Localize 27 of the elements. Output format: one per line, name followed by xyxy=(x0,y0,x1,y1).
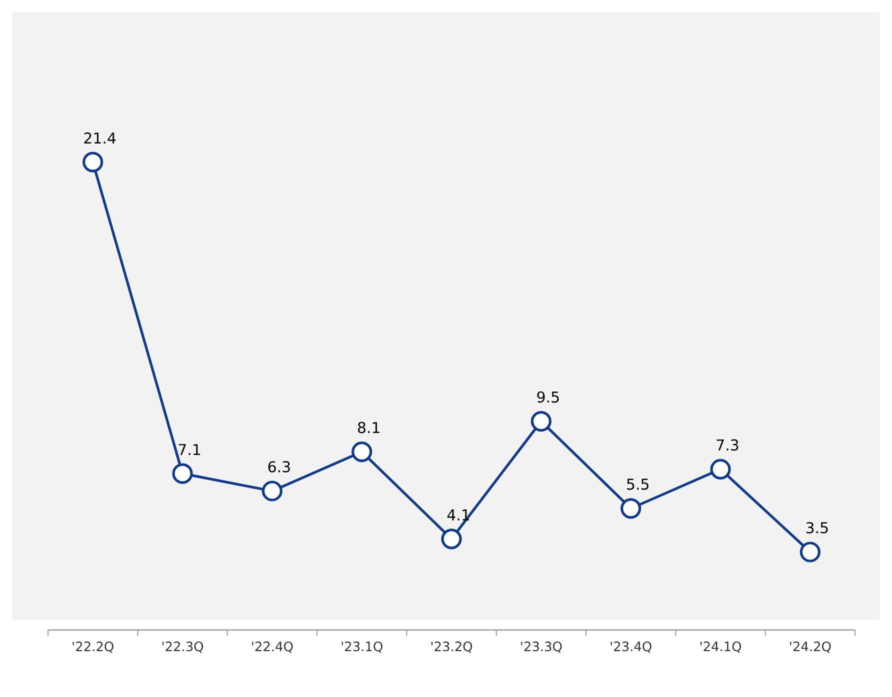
x-tick-label: '22.3Q xyxy=(162,642,204,653)
x-tick-label: '24.1Q xyxy=(700,642,742,653)
point xyxy=(262,480,282,502)
data-label: 7.1 xyxy=(178,444,200,455)
data-label: 9.5 xyxy=(537,391,559,403)
point xyxy=(530,411,552,432)
point xyxy=(441,528,462,550)
point xyxy=(800,542,820,562)
x-tick-label: '22.4Q xyxy=(252,642,293,653)
x-tick-label: '23.4Q xyxy=(610,642,652,653)
x-tick-label: '23.1Q xyxy=(342,642,382,653)
x-tick-label: '23.3Q xyxy=(521,642,562,653)
x-tick-label: '23.2Q xyxy=(431,642,472,653)
data-label: 4.1 xyxy=(447,509,470,520)
point xyxy=(82,152,104,172)
data-label: 7.3 xyxy=(716,439,738,451)
x-tick-label: '22.2Q xyxy=(72,642,114,653)
data-label: 21.4 xyxy=(84,132,116,144)
point xyxy=(352,442,372,462)
x-tick-label: '24.2Q xyxy=(790,642,831,653)
data-label: 5.5 xyxy=(627,478,648,490)
data-label: 6.3 xyxy=(268,461,290,472)
data-label: 3.5 xyxy=(806,522,828,534)
data-label: 8.1 xyxy=(358,422,380,434)
point xyxy=(620,498,642,519)
point xyxy=(172,463,193,484)
point xyxy=(710,458,731,480)
